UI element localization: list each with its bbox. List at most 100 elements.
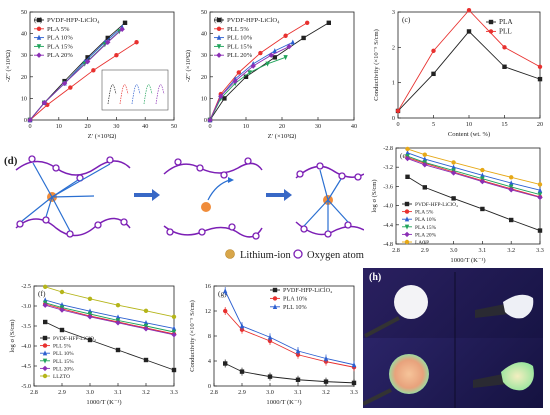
data-point [115,320,121,326]
photo-bottom [362,338,543,408]
data-point [537,228,543,233]
data-point [323,355,329,361]
legend-label: PLA [499,18,513,26]
y-tick-label: -3.5 [21,323,31,330]
panel-label-g: (g) [218,289,227,298]
data-point [295,348,301,354]
series-1 [223,307,357,372]
data-point [258,50,263,56]
data-point [122,20,128,25]
data-point [43,284,48,289]
data-point [267,334,273,340]
y-tick-label: 40 [21,31,27,38]
series-0 [223,359,357,387]
x-tick-label: 10 [243,123,249,130]
y-tick-label: 16 [205,283,211,290]
legend-entry: PLL 15% [214,43,253,50]
series-5 [43,284,177,319]
y-tick-label: 30 [201,52,207,59]
legend-entry: PLA 5% [402,209,434,216]
legend-entry: PLA 15% [402,224,437,231]
data-point [171,314,177,319]
data-point [480,206,485,212]
data-point [326,20,331,25]
data-point [91,68,96,73]
series-2 [223,287,357,369]
svg-text:Oxygen atoms: Oxygen atoms [307,250,364,261]
data-point [404,155,411,162]
series-line [45,286,175,318]
series-0 [395,29,543,114]
x-tick-label: 2.8 [30,389,38,396]
series-line [45,303,175,335]
x-tick-label: 3.1 [114,389,122,396]
panel-g: (g) 2.8 2.9 3.0 3.1 3.2 3.3 0 4 8 12 16 1000/T (K⁻¹)… [182,280,360,415]
y-tick-label: -3.2 [383,164,393,171]
legend-label: PLL 10% [227,35,253,42]
data-point [283,33,288,38]
legend-marker [42,358,48,364]
legend-label: LLZTO [53,374,70,380]
legend-marker [42,335,48,341]
x-tick-label: 3.2 [142,389,150,396]
photo-bottom-content [362,338,534,408]
panel-label-h: (h) [369,272,381,283]
data-point [232,78,238,84]
data-point [171,367,177,373]
panel-label-c: (c) [402,15,411,24]
legend-entry: LAGP [402,239,429,246]
series-4 [42,302,177,338]
legend-label: PVDF-HFP-LiClO₄ [415,202,458,208]
legend-entry: PVDF-HFP-LiClO₄ [214,17,280,24]
legend-marker [42,373,48,379]
y-tick-label: -3.6 [383,183,393,190]
data-point [247,70,252,76]
data-point [422,152,427,157]
legend-entry: PVDF-HFP-LiClO₄ [40,335,96,342]
data-point [272,55,277,60]
y-tick-label: 20 [21,74,27,81]
y-tick-label: 12 [205,308,211,315]
data-point [502,45,507,50]
data-point [43,319,48,325]
series-line [45,304,175,336]
legend-entry: PLA 10% [402,216,437,223]
legend-marker [404,201,410,207]
legend-marker [42,350,48,356]
photo-top-content: (h) [364,272,534,338]
x-tick-label: 40 [351,123,357,130]
data-point [119,26,125,32]
series-line [397,9,541,112]
x-tick-label: 2.9 [421,247,429,254]
photo-top: (h) [363,268,543,338]
legend-entry: PLA [486,18,513,26]
legend-label: PLA 10% [47,35,73,42]
legend-marker [36,52,42,58]
legend-label: PLA 15% [415,225,437,231]
x-tick-label: 0 [396,121,399,128]
series-line [407,158,541,198]
panel-label-d: (d) [4,155,18,167]
data-point [480,167,485,173]
legend-marker [36,44,42,50]
legend-marker [488,19,494,25]
series-0 [43,319,177,373]
data-point [431,48,436,54]
chain-segment-3 [295,162,365,238]
chain-segment-1 [15,155,131,238]
arrow-right-icon [266,189,292,201]
data-point [395,108,401,114]
data-point [236,70,241,75]
legend-entry: PLL [486,27,512,35]
data-point [134,40,139,45]
legend-marker [36,17,42,23]
data-point [223,308,228,314]
plot-frame [29,11,175,121]
y-tick-label: 10 [201,95,207,102]
inset-series [143,84,153,105]
inset-series [107,84,117,105]
x-tick-label: 2.8 [392,247,400,254]
y-tick-label: 1 [392,80,395,87]
